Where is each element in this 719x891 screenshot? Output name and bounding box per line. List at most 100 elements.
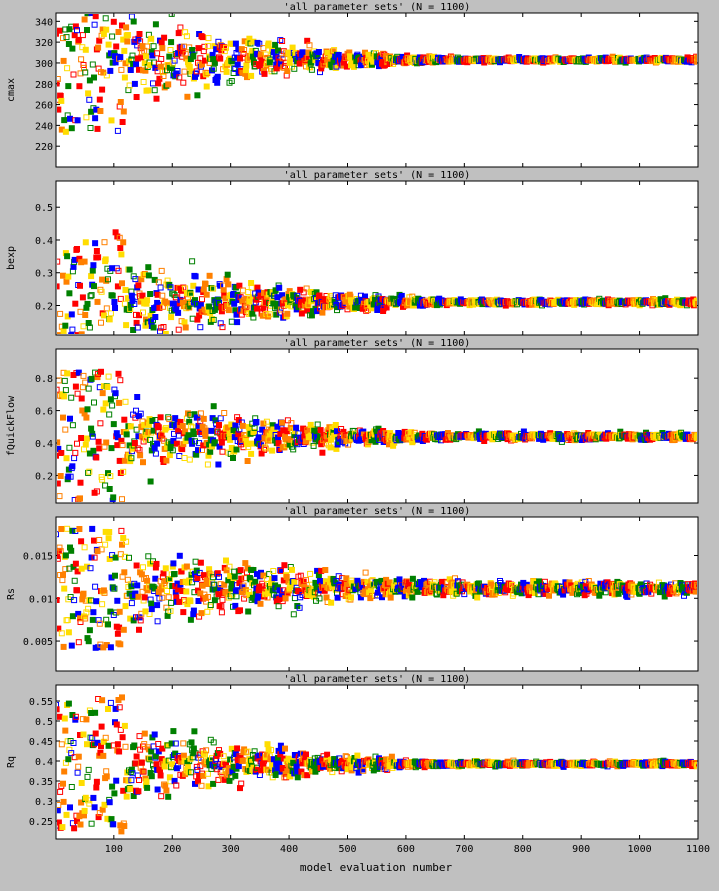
scatter-point xyxy=(110,494,117,501)
scatter-point xyxy=(70,71,77,78)
scatter-point xyxy=(108,445,115,452)
scatter-point xyxy=(119,734,126,741)
scatter-point xyxy=(81,807,88,814)
scatter-point xyxy=(62,566,69,573)
scatter-point xyxy=(193,68,200,75)
scatter-point xyxy=(316,595,323,602)
scatter-point xyxy=(157,414,164,421)
scatter-point xyxy=(242,560,249,567)
scatter-point xyxy=(319,309,326,316)
scatter-point xyxy=(72,449,79,456)
scatter-point xyxy=(236,282,243,289)
scatter-point xyxy=(187,769,194,776)
scatter-point xyxy=(105,373,112,380)
scatter-point xyxy=(57,701,59,708)
scatter-point xyxy=(251,429,257,436)
scatter-point xyxy=(111,585,118,592)
scatter-point xyxy=(387,594,394,601)
scatter-point xyxy=(57,473,64,479)
scatter-point xyxy=(95,254,102,261)
scatter-point xyxy=(153,761,160,768)
scatter-point xyxy=(206,570,213,577)
scatter-point xyxy=(167,284,174,291)
scatter-point xyxy=(112,59,119,66)
scatter-point xyxy=(81,258,88,265)
scatter-point xyxy=(187,598,194,605)
scatter-point xyxy=(89,267,96,274)
scatter-point xyxy=(59,824,66,831)
scatter-point xyxy=(158,431,165,438)
scatter-point xyxy=(99,476,106,483)
scatter-point xyxy=(93,248,100,254)
scatter-point xyxy=(75,753,82,760)
scatter-point xyxy=(166,774,173,781)
scatter-point xyxy=(228,581,235,587)
scatter-point xyxy=(89,61,96,68)
scatter-point xyxy=(179,423,186,429)
scatter-point xyxy=(121,553,128,560)
scatter-point xyxy=(209,67,215,74)
scatter-point xyxy=(145,421,152,428)
scatter-point xyxy=(113,43,120,50)
scatter-point xyxy=(58,526,65,532)
scatter-point xyxy=(119,442,126,449)
scatter-point xyxy=(159,45,166,52)
scatter-point xyxy=(89,735,96,742)
scatter-point xyxy=(262,444,269,451)
scatter-point xyxy=(71,597,78,604)
scatter-point xyxy=(116,748,123,755)
scatter-point xyxy=(195,447,201,454)
scatter-point xyxy=(242,435,249,442)
scatter-point xyxy=(170,728,177,735)
scatter-point xyxy=(225,281,232,288)
scatter-point xyxy=(111,790,118,797)
scatter-point xyxy=(73,246,80,253)
y-tick-label: 0.01 xyxy=(29,594,53,605)
scatter-point xyxy=(60,57,67,64)
scatter-point xyxy=(86,324,93,331)
scatter-point xyxy=(162,782,169,789)
scatter-point xyxy=(203,747,210,754)
scatter-point xyxy=(229,591,236,598)
scatter-point xyxy=(65,629,72,636)
scatter-point xyxy=(119,496,125,502)
scatter-point xyxy=(284,68,291,74)
scatter-point xyxy=(110,18,117,25)
scatter-point xyxy=(262,299,269,306)
scatter-point xyxy=(66,444,73,451)
scatter-point xyxy=(303,285,310,292)
scatter-point xyxy=(190,53,197,60)
y-tick-label: 260 xyxy=(35,101,53,112)
y-tick-label: 320 xyxy=(35,38,53,49)
scatter-point xyxy=(101,801,108,808)
scatter-point xyxy=(230,455,236,461)
scatter-point xyxy=(197,559,204,566)
scatter-point xyxy=(69,45,76,52)
scatter-point xyxy=(62,426,69,433)
scatter-point xyxy=(256,40,263,47)
scatter-point xyxy=(101,589,108,596)
scatter-point xyxy=(72,23,79,30)
panels-group: 'all parameter sets' (N = 1100)cmax22024… xyxy=(6,2,710,855)
scatter-point xyxy=(102,15,109,22)
scatter-point xyxy=(148,773,155,780)
scatter-point xyxy=(83,114,90,121)
scatter-point xyxy=(69,613,76,620)
scatter-point xyxy=(259,312,266,319)
scatter-point xyxy=(141,730,148,737)
scatter-point xyxy=(143,778,150,785)
scatter-point xyxy=(303,577,309,584)
scatter-point xyxy=(134,582,141,589)
scatter-point xyxy=(78,799,85,806)
scatter-point xyxy=(57,713,63,720)
scatter-point xyxy=(94,298,101,305)
scatter-point xyxy=(162,330,169,334)
scatter-point xyxy=(290,611,297,618)
scatter-points xyxy=(57,229,697,334)
scatter-point xyxy=(145,87,152,94)
scatter-point xyxy=(87,125,94,131)
scatter-point xyxy=(133,753,140,760)
scatter-point xyxy=(223,68,230,75)
scatter-point xyxy=(219,324,226,331)
scatter-point xyxy=(221,410,228,416)
